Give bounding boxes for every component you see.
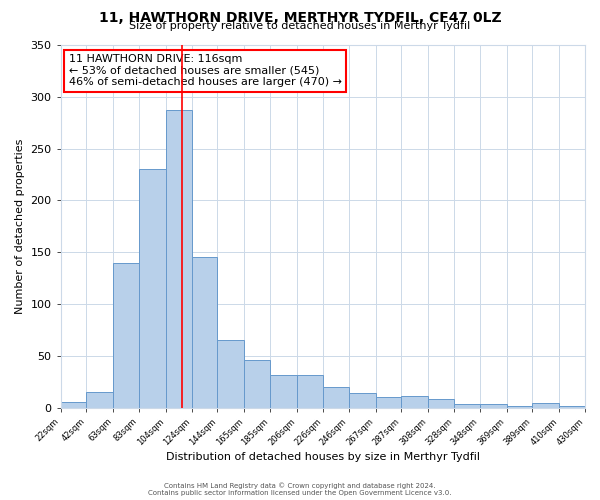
- Bar: [532, 404, 559, 407]
- Text: 11, HAWTHORN DRIVE, MERTHYR TYDFIL, CF47 0LZ: 11, HAWTHORN DRIVE, MERTHYR TYDFIL, CF47…: [98, 11, 502, 25]
- Bar: [559, 406, 585, 407]
- Bar: [86, 392, 113, 407]
- Bar: [454, 404, 479, 407]
- Text: Size of property relative to detached houses in Merthyr Tydfil: Size of property relative to detached ho…: [130, 21, 470, 31]
- Text: Contains HM Land Registry data © Crown copyright and database right 2024.: Contains HM Land Registry data © Crown c…: [164, 482, 436, 489]
- Bar: [297, 376, 323, 408]
- Bar: [244, 360, 270, 408]
- Bar: [192, 258, 217, 408]
- Bar: [61, 402, 86, 407]
- Y-axis label: Number of detached properties: Number of detached properties: [15, 138, 25, 314]
- Bar: [428, 400, 454, 407]
- Bar: [323, 387, 349, 407]
- Text: 11 HAWTHORN DRIVE: 116sqm
← 53% of detached houses are smaller (545)
46% of semi: 11 HAWTHORN DRIVE: 116sqm ← 53% of detac…: [68, 54, 341, 88]
- Bar: [166, 110, 192, 408]
- Bar: [139, 170, 166, 408]
- Bar: [376, 397, 401, 407]
- Bar: [479, 404, 506, 407]
- Bar: [113, 262, 139, 408]
- Text: Contains public sector information licensed under the Open Government Licence v3: Contains public sector information licen…: [148, 490, 452, 496]
- X-axis label: Distribution of detached houses by size in Merthyr Tydfil: Distribution of detached houses by size …: [166, 452, 480, 462]
- Bar: [270, 376, 297, 408]
- Bar: [217, 340, 244, 407]
- Bar: [401, 396, 428, 407]
- Bar: [349, 393, 376, 407]
- Bar: [506, 406, 532, 407]
